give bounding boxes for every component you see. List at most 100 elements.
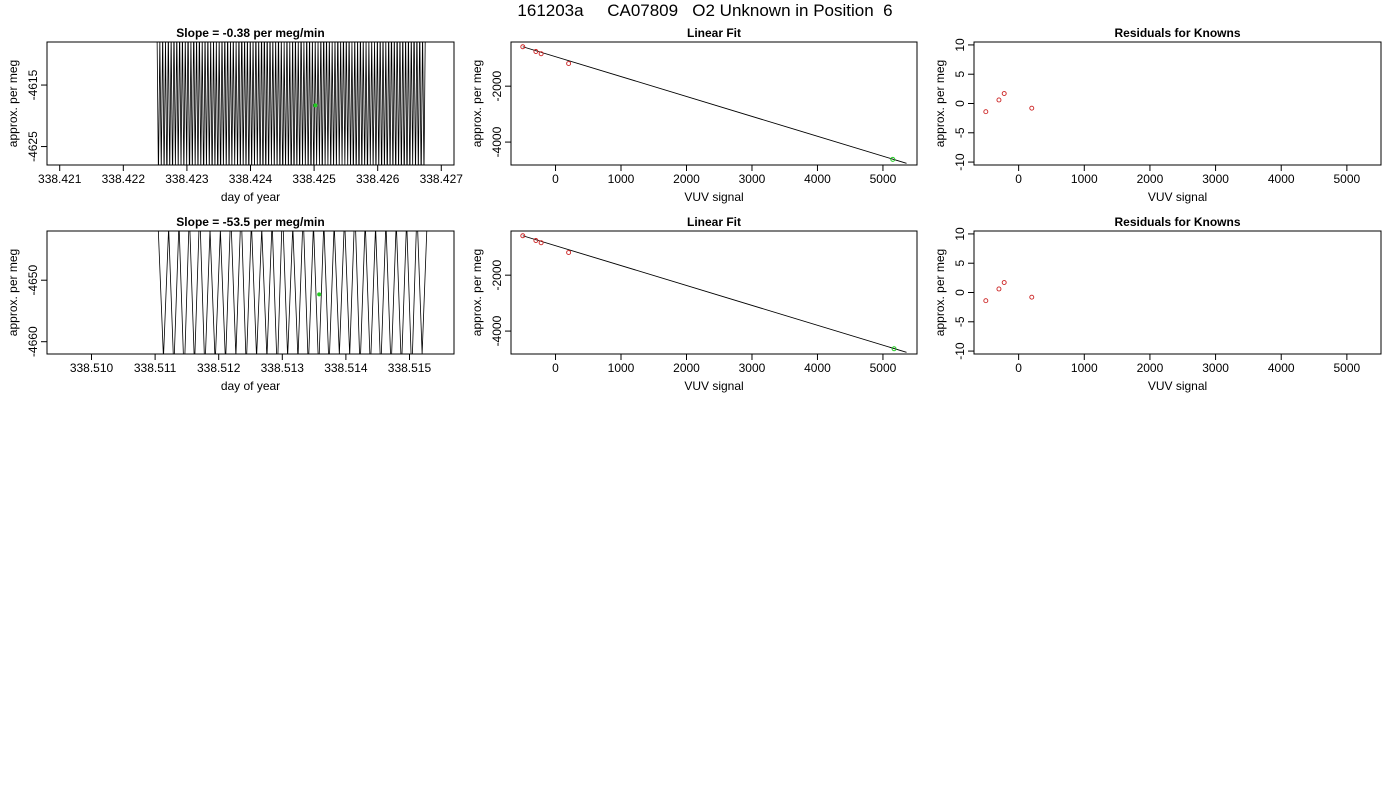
x-tick-label: 338.425 <box>292 172 336 186</box>
x-tick-label: 3000 <box>1202 361 1229 375</box>
known-point <box>1001 91 1007 96</box>
plot-area <box>983 91 1035 115</box>
y-axis-label: approx. per meg <box>470 249 484 336</box>
y-axis-label: approx. per meg <box>470 60 484 147</box>
x-tick-label: 338.511 <box>134 361 177 375</box>
x-axis-label: day of year <box>221 379 280 393</box>
chart-title: Residuals for Knowns <box>1114 26 1240 40</box>
chart-title: Slope = -53.5 per meg/min <box>176 215 324 229</box>
y-tick-label: -4660 <box>26 326 40 357</box>
y-tick-label: -2000 <box>490 71 504 102</box>
known-point <box>520 233 526 239</box>
x-tick-label: 338.512 <box>197 361 241 375</box>
x-tick-label: 338.514 <box>324 361 368 375</box>
y-axis-label: approx. per meg <box>933 249 947 336</box>
x-tick-label: 338.426 <box>356 172 400 186</box>
x-tick-label: 338.424 <box>229 172 273 186</box>
y-axis-label: approx. per meg <box>6 249 20 336</box>
x-tick-label: 4000 <box>1268 361 1295 375</box>
known-point <box>996 286 1002 292</box>
chart-panel-3: Residuals for Knowns 0 1000 2000 3000 4000 500… <box>933 26 1382 204</box>
x-tick-label: 338.513 <box>261 361 305 375</box>
y-tick-label: -10 <box>953 153 967 171</box>
plot-frame <box>510 41 918 166</box>
plot-frame <box>46 230 455 355</box>
known-point <box>538 240 544 246</box>
y-tick-label: -2000 <box>490 260 504 291</box>
x-tick-label: 0 <box>1015 361 1022 375</box>
y-tick-label: 10 <box>953 227 967 241</box>
known-point <box>996 97 1002 103</box>
plot-frame <box>973 41 1382 166</box>
x-tick-label: 3000 <box>739 361 766 375</box>
known-point <box>538 51 544 57</box>
x-axis-label: VUV signal <box>684 379 743 393</box>
known-point <box>1029 294 1035 300</box>
x-tick-label: 4000 <box>804 361 831 375</box>
x-tick-label: 338.421 <box>38 172 82 186</box>
x-axis-label: day of year <box>221 190 280 204</box>
time-series-line <box>156 42 426 165</box>
y-tick-label: -5 <box>953 316 967 327</box>
x-tick-label: 3000 <box>1202 172 1229 186</box>
y-tick-label: 5 <box>953 260 967 267</box>
x-tick-label: 338.515 <box>388 361 432 375</box>
plot-area <box>156 42 426 165</box>
plot-area <box>157 231 428 354</box>
y-tick-label: -4000 <box>490 315 504 346</box>
time-series-line <box>157 231 428 354</box>
known-point <box>533 238 539 243</box>
x-axis-label: VUV signal <box>1148 379 1207 393</box>
x-tick-label: 3000 <box>739 172 766 186</box>
fit-line <box>522 235 907 353</box>
known-point <box>566 250 572 255</box>
y-tick-label: -4000 <box>490 126 504 157</box>
y-tick-label: 0 <box>953 289 967 296</box>
y-tick-label: -4615 <box>26 69 40 100</box>
page-title: 161203a CA07809 O2 Unknown in Position 6 <box>517 1 893 20</box>
x-tick-label: 338.422 <box>102 172 146 186</box>
unknown-point <box>891 346 897 352</box>
plot-frame <box>973 230 1382 355</box>
chart-title: Residuals for Knowns <box>1114 215 1240 229</box>
x-tick-label: 0 <box>552 172 559 186</box>
unknown-marker <box>317 292 322 297</box>
x-tick-label: 1000 <box>608 172 635 186</box>
known-point <box>983 298 989 304</box>
known-point <box>520 44 526 50</box>
x-tick-label: 5000 <box>870 361 897 375</box>
x-tick-label: 5000 <box>870 172 897 186</box>
y-tick-label: -5 <box>953 127 967 138</box>
y-tick-label: -10 <box>953 342 967 360</box>
x-tick-label: 2000 <box>673 172 700 186</box>
fit-line <box>522 46 907 164</box>
chart-panel-1: Slope = -0.38 per meg/min 338.421 338.422 3… <box>6 26 463 204</box>
chart-panel-5: Linear Fit 0 1000 2000 3000 4000 5000 -2000 -400… <box>470 215 918 393</box>
y-tick-label: 5 <box>953 71 967 78</box>
chart-panel-6: Residuals for Knowns 0 1000 2000 3000 4000 500… <box>933 215 1382 393</box>
chart-title: Linear Fit <box>687 215 741 229</box>
y-tick-label: -4625 <box>26 131 40 162</box>
x-tick-label: 338.423 <box>165 172 209 186</box>
x-axis-label: VUV signal <box>1148 190 1207 204</box>
x-tick-label: 2000 <box>1137 172 1164 186</box>
chart-panel-2: Linear Fit 0 1000 2000 3000 4000 5000 -2000 -400… <box>470 26 918 204</box>
y-tick-label: 10 <box>953 38 967 52</box>
y-axis-label: approx. per meg <box>933 60 947 147</box>
plot-area <box>983 280 1035 304</box>
x-tick-label: 2000 <box>1137 361 1164 375</box>
x-tick-label: 4000 <box>804 172 831 186</box>
known-point <box>533 49 539 54</box>
x-tick-label: 0 <box>552 361 559 375</box>
x-tick-label: 338.510 <box>70 361 114 375</box>
chart-panel-4: Slope = -53.5 per meg/min 338.510 338.511 3… <box>6 215 455 393</box>
plot-area <box>520 233 907 353</box>
unknown-marker <box>313 103 318 108</box>
x-tick-label: 4000 <box>1268 172 1295 186</box>
chart-title: Slope = -0.38 per meg/min <box>176 26 324 40</box>
x-tick-label: 1000 <box>608 361 635 375</box>
unknown-point <box>890 156 896 162</box>
x-tick-label: 5000 <box>1334 172 1361 186</box>
known-point <box>1029 105 1035 111</box>
